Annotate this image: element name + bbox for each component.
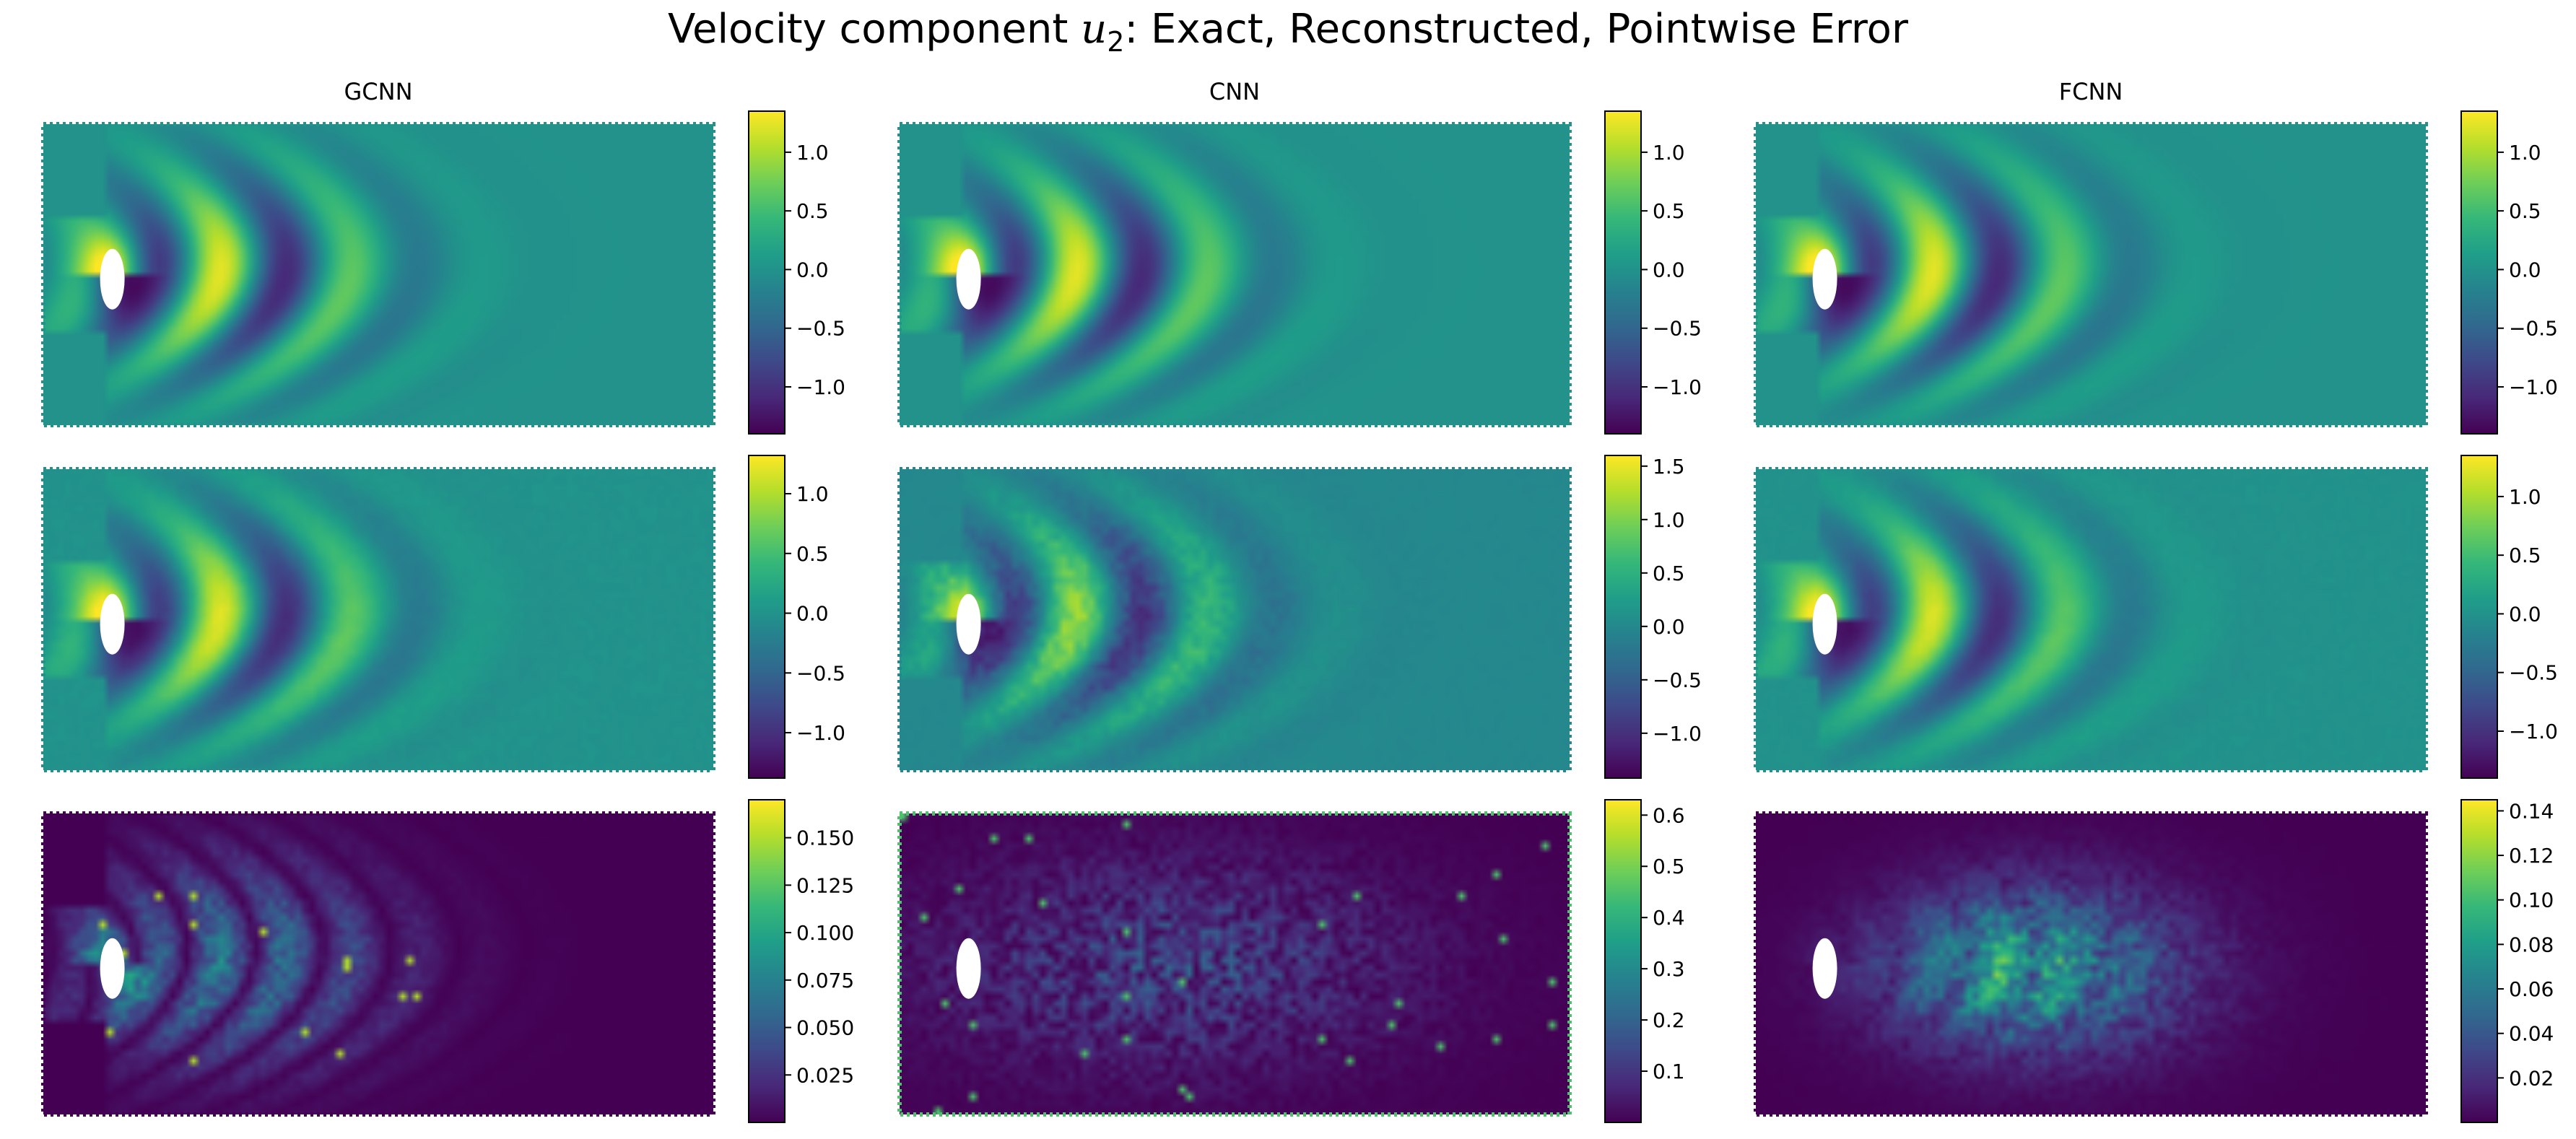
column-fcnn-reconstructed-colorbar-tick-label: −1.0 [2509,720,2558,743]
title-subscript: 2 [1107,26,1125,58]
column-gcnn-error-obstacle [100,938,125,999]
column-gcnn-reconstructed-colorbar-tick-label: −1.0 [796,721,845,745]
column-gcnn-exact-colorbar-tick-label: 0.0 [796,258,829,282]
column-fcnn-error-colorbar [2460,799,2498,1123]
column-gcnn-reconstructed-colorbar-tick-label: 0.5 [796,542,829,566]
column-fcnn-exact-obstacle [1812,248,1837,310]
column-gcnn-exact-colorbar [748,110,786,435]
column-cnn-exact-colorbar-tick-label: 0.5 [1653,199,1685,223]
column-cnn-exact-obstacle [956,248,981,310]
column-gcnn-reconstructed-obstacle [100,593,125,655]
column-cnn-exact-mesh-boundary [897,122,1572,427]
column-cnn-error-mesh-boundary [897,811,1572,1117]
column-fcnn-error-colorbar-tick-label: 0.06 [2509,977,2554,1001]
column-gcnn-exact-field [43,124,713,425]
column-gcnn-reconstructed-mesh-boundary [41,467,715,772]
column-gcnn-error-colorbar-tick-label: 0.150 [796,826,854,850]
column-cnn-error-colorbar [1604,799,1642,1123]
column-fcnn-reconstructed-colorbar-tick-label: 0.0 [2509,602,2541,626]
column-cnn-reconstructed-colorbar-tick-label: 0.0 [1653,615,1685,639]
column-gcnn-error-colorbar [748,799,786,1123]
column-fcnn-exact-colorbar-tick-label: −1.0 [2509,375,2558,399]
column-gcnn-error-colorbar-tick-label: 0.100 [796,921,854,945]
column-cnn-reconstructed-colorbar-tick-label: −1.0 [1653,722,1702,746]
column-fcnn-reconstructed-colorbar-tick-label: 1.0 [2509,485,2541,509]
column-fcnn-reconstructed-colorbar [2460,455,2498,779]
column-cnn-exact-colorbar-tick-label: −0.5 [1653,317,1702,341]
column-fcnn-error-colorbar-tick-label: 0.12 [2509,844,2554,868]
column-fcnn-exact-colorbar-tick-label: −0.5 [2509,317,2558,341]
column-fcnn-reconstructed-field [1756,469,2426,770]
column-cnn-reconstructed-mesh-boundary [897,467,1572,772]
column-cnn-error-colorbar-tick-label: 0.4 [1653,906,1685,930]
column-cnn-reconstructed-colorbar-tick-label: 1.5 [1653,455,1685,479]
column-fcnn-exact-colorbar-tick-label: 0.5 [2509,199,2541,223]
column-cnn-error-colorbar-tick-label: 0.3 [1653,957,1685,981]
column-cnn-reconstructed-colorbar-tick-label: 1.0 [1653,508,1685,532]
column-gcnn-error-colorbar-tick-label: 0.075 [796,969,854,992]
column-gcnn-error-mesh-boundary [41,811,715,1117]
column-gcnn-error-colorbar-tick-label: 0.025 [796,1063,854,1087]
column-fcnn-error-field [1756,813,2426,1114]
column-fcnn-reconstructed-mesh-boundary [1754,467,2428,772]
column-cnn-exact-field [900,124,1570,425]
column-fcnn-error-mesh-boundary [1754,811,2428,1117]
column-cnn-error-obstacle [956,938,981,999]
column-cnn-reconstructed-field [900,469,1570,770]
column-fcnn-reconstructed-colorbar-tick-label: −0.5 [2509,661,2558,685]
column-cnn-reconstructed-colorbar-tick-label: −0.5 [1653,668,1702,692]
column-gcnn-error-colorbar-tick-label: 0.125 [796,873,854,897]
column-fcnn-reconstructed-obstacle [1812,593,1837,655]
column-gcnn-exact-obstacle [100,248,125,310]
column-cnn-exact-colorbar-tick-label: 0.0 [1653,258,1685,282]
column-fcnn-error-obstacle [1812,938,1837,999]
column-fcnn-error-colorbar-tick-label: 0.02 [2509,1066,2554,1090]
column-gcnn-reconstructed-colorbar-tick-label: −0.5 [796,661,845,685]
column-fcnn-error-colorbar-tick-label: 0.14 [2509,799,2554,823]
column-cnn-error-colorbar-tick-label: 0.6 [1653,803,1685,827]
column-cnn-exact-colorbar-tick-label: 1.0 [1653,141,1685,165]
column-cnn-exact-colorbar [1604,110,1642,435]
column-fcnn-exact-mesh-boundary [1754,122,2428,427]
column-gcnn-exact-mesh-boundary [41,122,715,427]
column-cnn-error-colorbar-tick-label: 0.1 [1653,1060,1685,1083]
column-cnn-error-colorbar-tick-label: 0.2 [1653,1008,1685,1032]
column-cnn-reconstructed-colorbar-tick-label: 0.5 [1653,562,1685,585]
column-fcnn-error-colorbar-tick-label: 0.08 [2509,933,2554,956]
column-fcnn-reconstructed-colorbar-tick-label: 0.5 [2509,544,2541,567]
column-fcnn-title: FCNN [2059,78,2123,105]
chart-panels: GCNN 1.0 0.5 0.0 −0.5 −1.0 1.0 0.5 0.0 −0.5 −1.0 0.… [41,78,2558,1123]
column-gcnn-title: GCNN [344,78,412,105]
column-cnn-error-field [900,813,1570,1114]
column-fcnn-exact-colorbar-tick-label: 0.0 [2509,258,2541,282]
column-fcnn-error-colorbar-tick-label: 0.04 [2509,1022,2554,1046]
column-gcnn-exact-colorbar-tick-label: 0.5 [796,199,829,223]
column-fcnn-error-colorbar-tick-label: 0.10 [2509,889,2554,912]
column-gcnn-exact-colorbar-tick-label: 1.0 [796,141,829,165]
column-gcnn-reconstructed-colorbar [748,455,786,779]
column-gcnn-exact-colorbar-tick-label: −0.5 [796,317,845,341]
title-variable: u [1081,6,1108,53]
column-cnn-exact-colorbar-tick-label: −1.0 [1653,375,1702,399]
title-prefix: Velocity component [668,6,1082,53]
column-cnn-reconstructed-obstacle [956,593,981,655]
figure-title: Velocity component u2: Exact, Reconstruc… [0,4,2576,58]
column-fcnn-exact-colorbar [2460,110,2498,435]
column-fcnn-exact-colorbar-tick-label: 1.0 [2509,141,2541,165]
column-gcnn-reconstructed-colorbar-tick-label: 0.0 [796,602,829,626]
column-gcnn-error-field [43,813,713,1114]
column-gcnn-error-colorbar-tick-label: 0.050 [796,1016,854,1040]
column-gcnn-reconstructed-field [43,469,713,770]
column-cnn-reconstructed-colorbar [1604,455,1642,779]
column-fcnn-exact-field [1756,124,2426,425]
column-cnn-title: CNN [1209,78,1260,105]
column-cnn-error-colorbar-tick-label: 0.5 [1653,855,1685,878]
column-gcnn-reconstructed-colorbar-tick-label: 1.0 [796,482,829,506]
title-suffix: : Exact, Reconstructed, Pointwise Error [1124,6,1908,53]
column-gcnn-exact-colorbar-tick-label: −1.0 [796,375,845,399]
